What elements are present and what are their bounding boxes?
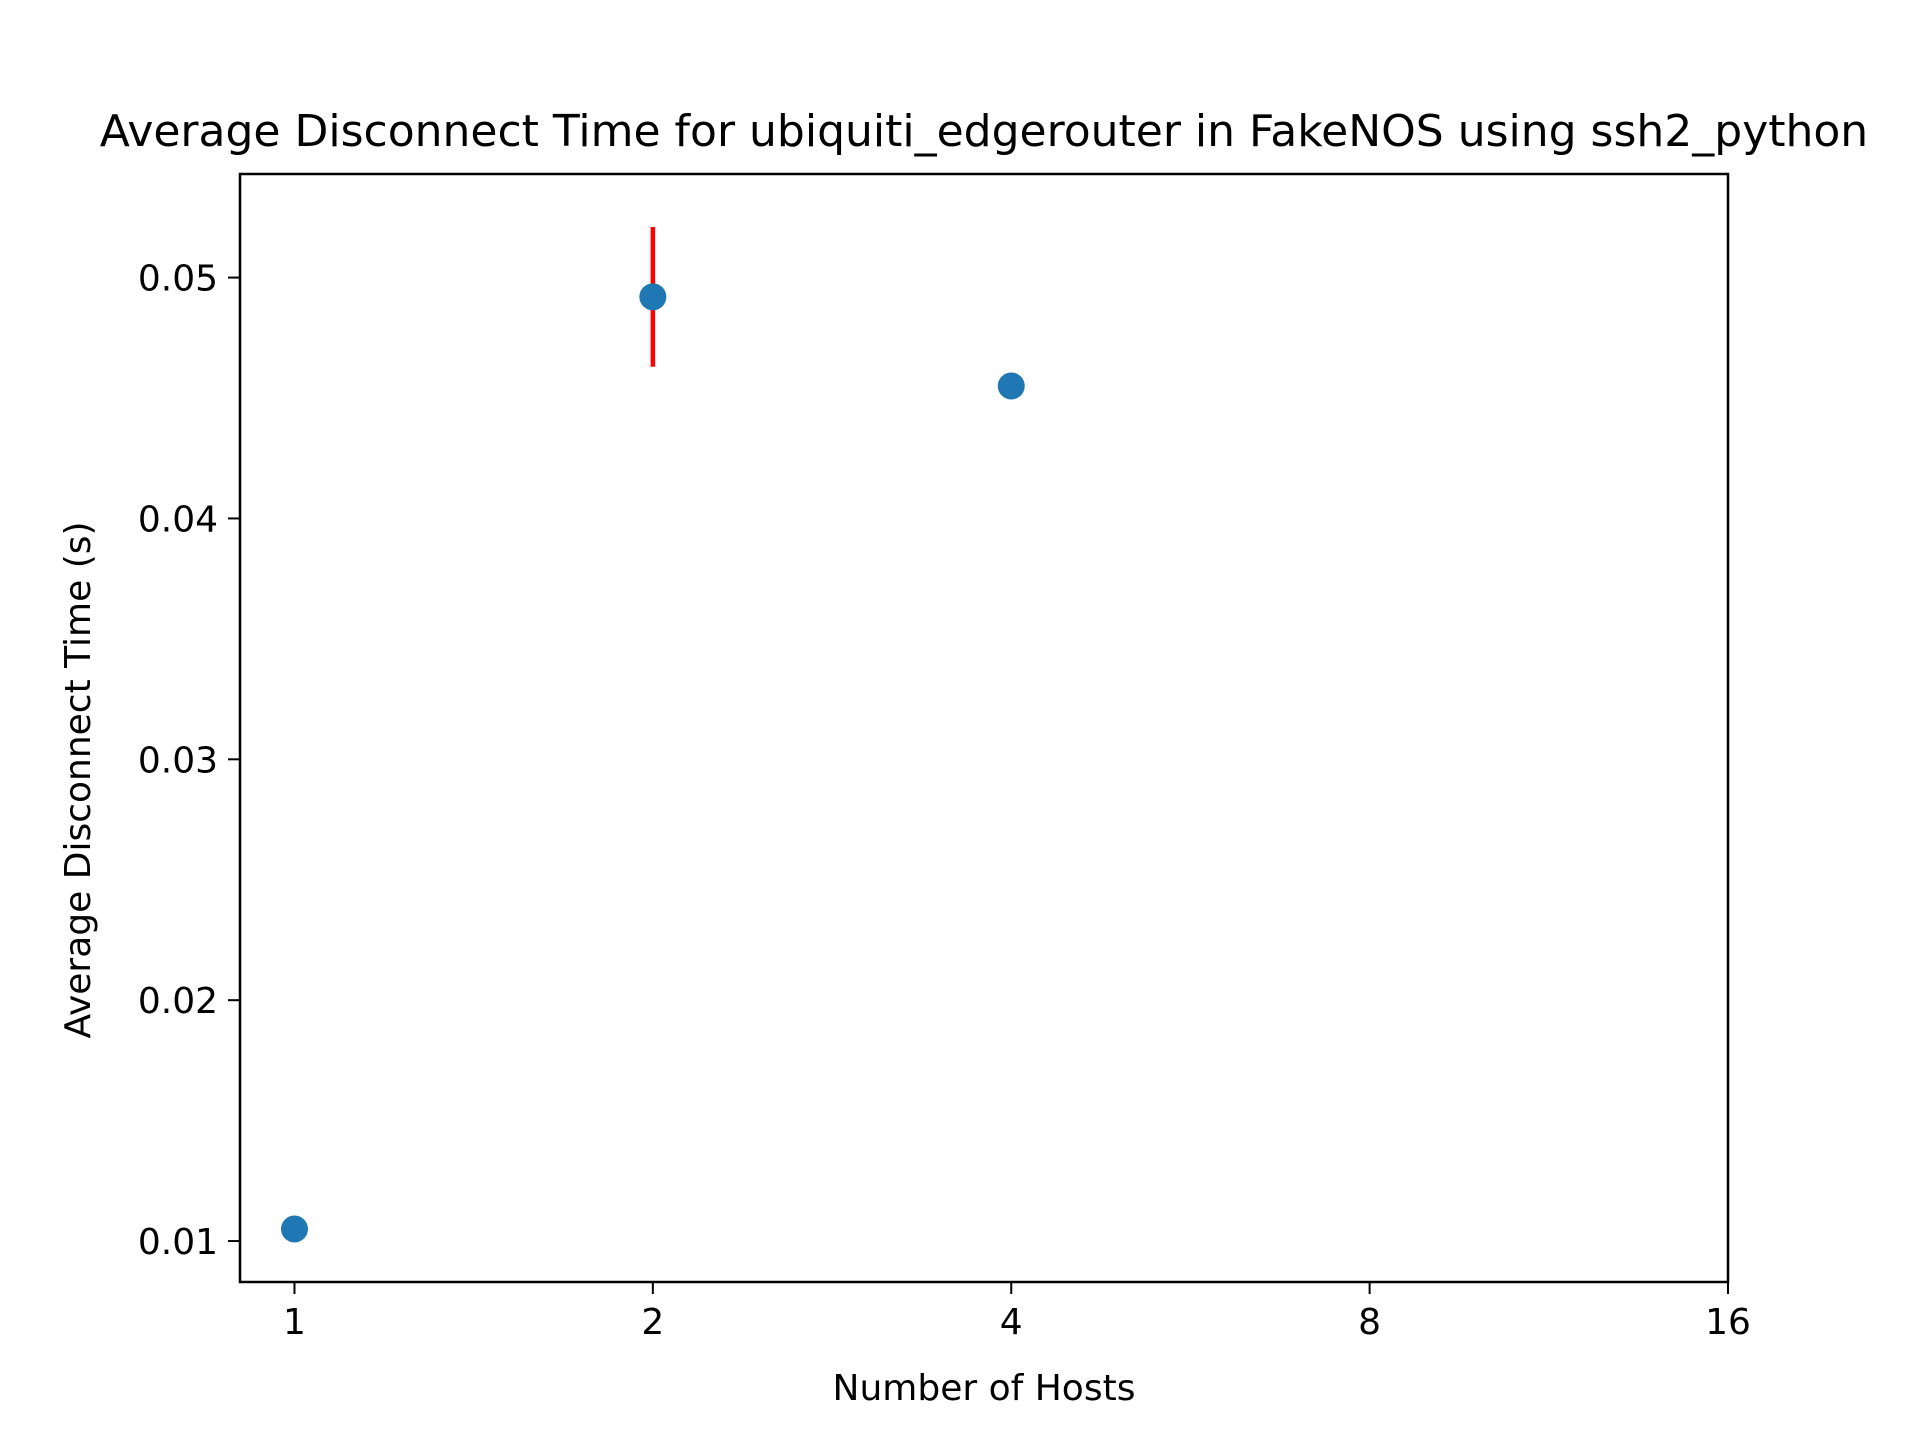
y-tick-label: 0.03 bbox=[138, 740, 218, 781]
y-axis-title: Average Disconnect Time (s) bbox=[58, 521, 99, 1038]
data-point bbox=[639, 283, 667, 311]
y-tick-label: 0.05 bbox=[138, 259, 218, 300]
x-axis-title: Number of Hosts bbox=[833, 1368, 1136, 1409]
y-tick-label: 0.01 bbox=[138, 1222, 218, 1263]
x-tick-label: 2 bbox=[641, 1302, 664, 1343]
data-point bbox=[997, 372, 1025, 400]
x-tick-label: 16 bbox=[1705, 1302, 1751, 1343]
y-tick-label: 0.02 bbox=[138, 981, 218, 1022]
x-tick-label: 1 bbox=[283, 1302, 306, 1343]
y-tick-label: 0.04 bbox=[138, 499, 218, 540]
chart-title: Average Disconnect Time for ubiquiti_edg… bbox=[100, 106, 1868, 157]
data-point bbox=[280, 1215, 308, 1243]
plot-frame bbox=[238, 172, 1730, 1284]
x-tick-label: 4 bbox=[1000, 1302, 1023, 1343]
x-tick-label: 8 bbox=[1358, 1302, 1381, 1343]
axis-ticks: 1 2 4 8 16 0.01 0.02 0.03 0.04 0.05 bbox=[138, 259, 1751, 1343]
plot-area bbox=[238, 172, 1730, 1284]
data-marks bbox=[280, 226, 1025, 1243]
